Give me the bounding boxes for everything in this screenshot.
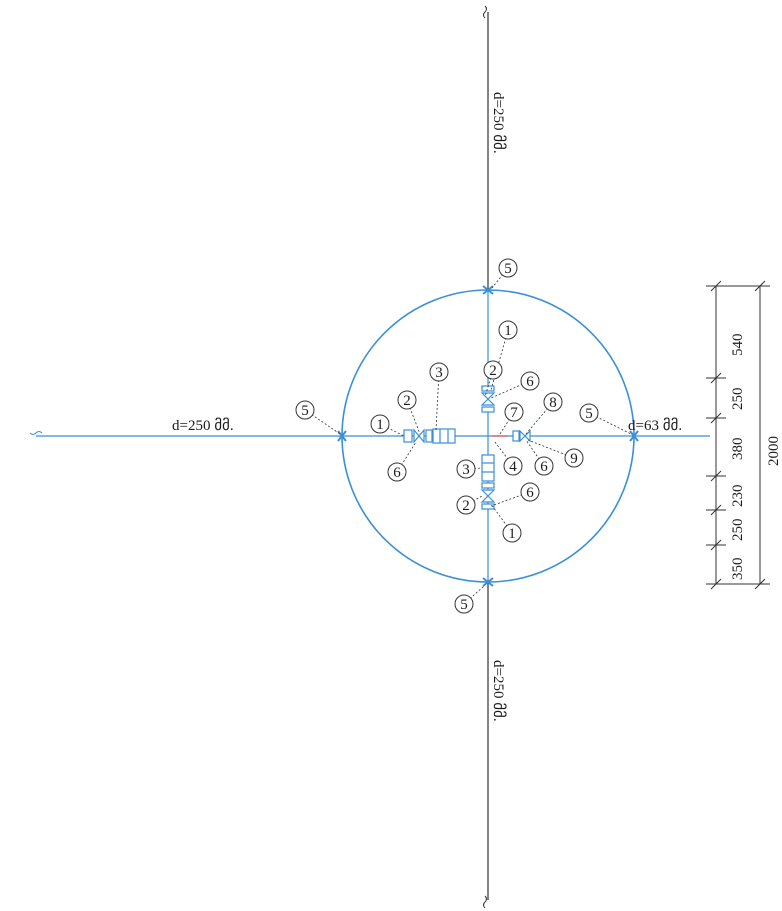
callout-bubble [456, 459, 476, 479]
callout-bubble [397, 390, 417, 410]
callout-bubble [454, 594, 474, 614]
callout-bubble [498, 258, 518, 278]
callout-bubble [564, 448, 584, 468]
callout-number: 6 [393, 465, 401, 481]
callout-number: 1 [376, 417, 384, 433]
callout-leader [304, 409, 341, 435]
callout-bubble [502, 523, 522, 543]
callout-bubble [504, 402, 524, 422]
callout-number: 3 [435, 365, 443, 381]
callout-number: 2 [403, 393, 411, 409]
callout-bubble [370, 414, 390, 434]
callout-number: 1 [508, 526, 516, 542]
callout-bubble [520, 482, 540, 502]
callout-number: 3 [462, 462, 470, 478]
callout-number: 7 [510, 405, 518, 421]
dim-230: 230 [730, 485, 746, 508]
callout-leader [490, 380, 531, 399]
break-mark-south [483, 895, 487, 909]
callout-number: 8 [549, 395, 557, 411]
dim-350: 350 [730, 558, 746, 581]
callout-number: 1 [504, 323, 512, 339]
valve-west [403, 428, 456, 444]
break-mark-west [29, 431, 43, 435]
callout-leader [435, 371, 440, 431]
callout-number: 6 [526, 485, 534, 501]
callout-number: 2 [489, 363, 497, 379]
callout-bubble [429, 362, 449, 382]
dim-380: 380 [730, 438, 746, 461]
callout-leader [525, 401, 554, 435]
pipe-label-east: d=63 მმ. [628, 417, 682, 434]
callout-number: 5 [504, 261, 512, 277]
wall-penetration-north [482, 285, 494, 295]
callout-number: 5 [585, 406, 593, 422]
valve-north [480, 385, 496, 413]
callout-number: 9 [570, 451, 578, 467]
pipe-label-west: d=250 მმ. [172, 417, 234, 434]
callout-bubble [534, 456, 554, 476]
dimension-chain [706, 280, 770, 590]
callout-bubble [579, 403, 599, 423]
callout-number: 6 [526, 374, 534, 390]
pipe-label-north: d=250 მმ. [490, 92, 507, 154]
callout-bubble [483, 360, 503, 380]
callout-number: 4 [509, 459, 517, 475]
callout-number: 2 [462, 498, 470, 514]
dim-250b: 250 [730, 519, 746, 542]
wall-penetration-south [482, 577, 494, 587]
callout-leader [490, 491, 531, 507]
dim-250a: 250 [730, 388, 746, 411]
callout-bubble [503, 456, 523, 476]
callout-bubble [520, 371, 540, 391]
callout-number: 6 [540, 459, 548, 475]
wall-penetration-east [629, 430, 639, 442]
callout-bubble [543, 392, 563, 412]
wall-penetration-west [337, 430, 347, 442]
callout-number: 5 [301, 403, 309, 419]
callout-bubble [295, 400, 315, 420]
pipe-label-south: d=250 მმ. [490, 660, 507, 722]
callout-bubble [387, 462, 407, 482]
callout-bubble [456, 495, 476, 515]
dim-540: 540 [730, 334, 746, 357]
callout-bubble [498, 320, 518, 340]
callout-number: 5 [460, 597, 468, 613]
break-mark-north [483, 5, 487, 19]
dim-total-2000: 2000 [766, 436, 782, 466]
valve-east [512, 429, 531, 443]
